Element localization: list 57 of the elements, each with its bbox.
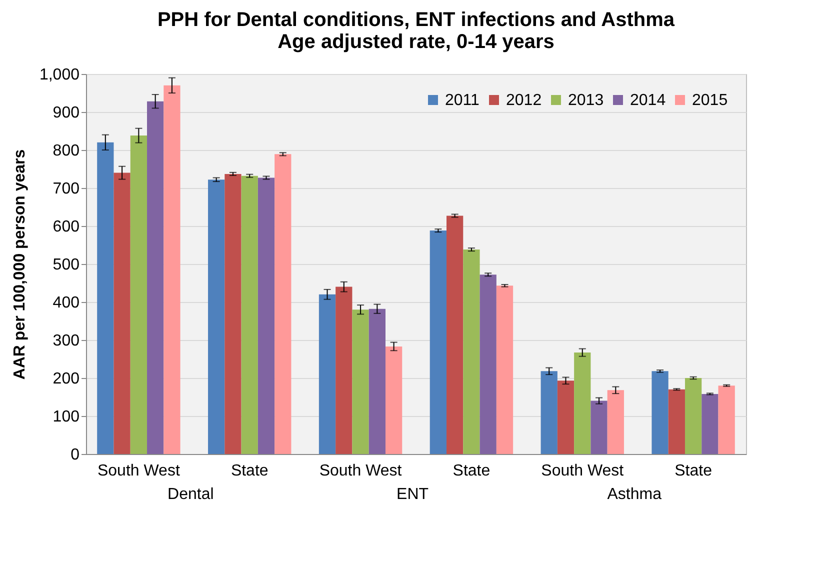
bar xyxy=(480,274,496,454)
bar xyxy=(352,310,369,454)
bar xyxy=(652,371,668,454)
text: ENT xyxy=(396,486,429,503)
bar xyxy=(702,394,718,454)
bar xyxy=(540,371,558,454)
y-tick-label: 900 xyxy=(52,104,80,122)
y-axis-title: AAR per 100,000 person years xyxy=(11,149,28,380)
legend-label: 2015 xyxy=(692,92,728,109)
bar xyxy=(224,174,242,454)
bar xyxy=(718,386,735,454)
bar xyxy=(607,390,624,454)
bar xyxy=(590,400,608,454)
y-tick-label: 800 xyxy=(52,142,80,160)
x-tick-label: State xyxy=(452,462,490,480)
bar xyxy=(496,286,514,454)
y-tick-label: 500 xyxy=(52,256,80,274)
chart-title: PPH for Dental conditions, ENT infections and Asthma Age adjusted rate, 0-14 years xyxy=(157,9,676,53)
bar xyxy=(446,216,464,454)
legend-label: 2013 xyxy=(568,92,604,109)
y-tick-label: 200 xyxy=(52,370,80,388)
bar xyxy=(463,250,480,454)
y-tick-label: 100 xyxy=(52,408,80,426)
bar xyxy=(208,180,225,454)
y-tick-label: 1,000 xyxy=(39,66,80,84)
bar xyxy=(164,85,180,454)
x-tick-label: South West xyxy=(541,462,624,480)
bar xyxy=(668,389,685,454)
bar xyxy=(368,308,386,454)
bar xyxy=(430,230,447,454)
bar xyxy=(385,346,402,454)
text: Asthma xyxy=(607,486,662,503)
bar xyxy=(130,136,148,454)
x-tick-label: South West xyxy=(319,462,402,480)
bar xyxy=(574,352,591,454)
y-tick-label: 0 xyxy=(70,446,80,464)
legend-label: 2014 xyxy=(630,92,666,109)
bar xyxy=(241,176,258,454)
legend-label: 2012 xyxy=(506,92,542,109)
text: Dental xyxy=(168,486,214,503)
y-tick-label: 600 xyxy=(52,218,80,236)
x-tick-label: State xyxy=(674,462,712,480)
bar xyxy=(274,154,292,454)
y-tick-label: 400 xyxy=(52,294,80,312)
y-tick-label: 700 xyxy=(52,180,80,198)
bar xyxy=(114,172,130,454)
bar xyxy=(557,380,574,454)
y-tick-label: 300 xyxy=(52,332,80,350)
bar xyxy=(147,101,164,454)
bar xyxy=(97,142,114,454)
bar xyxy=(684,378,702,454)
bar xyxy=(336,286,352,454)
x-tick-label: State xyxy=(230,462,268,480)
x-tick-label: South West xyxy=(97,462,180,480)
legend-label: 2011 xyxy=(445,92,480,109)
bar xyxy=(318,294,336,454)
bar xyxy=(258,178,275,454)
